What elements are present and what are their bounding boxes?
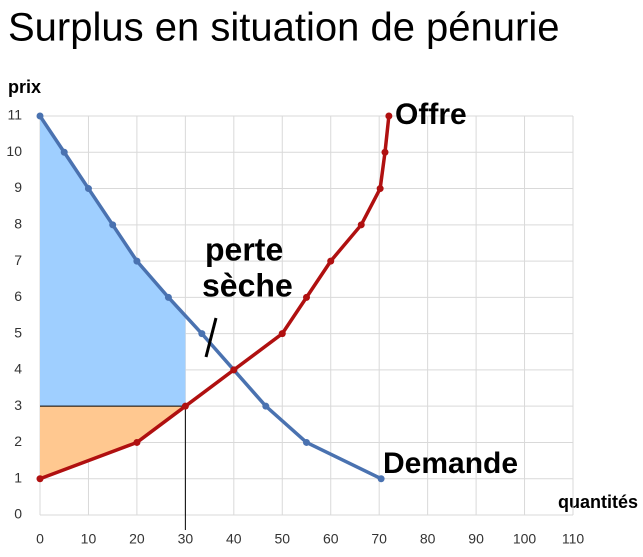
data-point bbox=[36, 112, 44, 120]
data-point bbox=[357, 221, 365, 229]
x-axis-label: quantités bbox=[558, 492, 638, 512]
legend-label: Demande bbox=[383, 447, 518, 480]
consumer-surplus bbox=[40, 116, 186, 407]
data-point bbox=[262, 402, 270, 410]
data-point bbox=[381, 148, 389, 156]
y-tick-label: 11 bbox=[7, 107, 22, 123]
data-point bbox=[109, 221, 117, 229]
x-tick-label: 60 bbox=[323, 531, 339, 547]
y-tick-label: 1 bbox=[14, 469, 22, 485]
y-tick-label: 5 bbox=[14, 324, 22, 340]
y-tick-label: 8 bbox=[14, 216, 22, 232]
data-point bbox=[164, 293, 172, 301]
data-point bbox=[84, 185, 92, 193]
data-point bbox=[133, 438, 141, 446]
x-tick-label: 40 bbox=[226, 531, 242, 547]
y-tick-label: 3 bbox=[14, 397, 22, 413]
x-tick-label: 80 bbox=[420, 531, 436, 547]
data-point bbox=[303, 293, 310, 301]
data-point bbox=[278, 330, 286, 338]
x-tick-label: 10 bbox=[81, 531, 97, 547]
x-tick-label: 110 bbox=[562, 531, 585, 547]
data-point bbox=[377, 475, 385, 483]
legend-label: Offre bbox=[395, 98, 467, 131]
data-point bbox=[303, 438, 310, 446]
data-point bbox=[60, 148, 68, 156]
y-tick-label: 10 bbox=[6, 143, 22, 159]
producer-surplus bbox=[40, 406, 186, 479]
data-point bbox=[327, 257, 335, 265]
y-tick-label: 4 bbox=[14, 361, 22, 377]
x-tick-label: 20 bbox=[129, 531, 145, 547]
data-point bbox=[385, 112, 393, 120]
y-tick-label: 0 bbox=[14, 506, 22, 522]
x-tick-label: 0 bbox=[36, 531, 44, 547]
data-point bbox=[230, 366, 238, 374]
data-point bbox=[36, 475, 44, 483]
y-tick-label: 6 bbox=[14, 288, 22, 304]
annotation: perte bbox=[205, 231, 283, 267]
x-tick-label: 100 bbox=[513, 531, 537, 547]
annotation-pointer bbox=[204, 317, 218, 358]
y-tick-label: 9 bbox=[14, 179, 22, 195]
data-point bbox=[133, 257, 141, 265]
annotation: sèche bbox=[202, 267, 293, 303]
x-tick-label: 50 bbox=[274, 531, 290, 547]
x-tick-label: 30 bbox=[178, 531, 194, 547]
data-point bbox=[181, 402, 189, 410]
y-tick-label: 2 bbox=[14, 433, 22, 449]
x-tick-label: 90 bbox=[468, 531, 484, 547]
x-tick-label: 70 bbox=[371, 531, 387, 547]
y-axis-label: prix bbox=[8, 77, 41, 97]
y-tick-label: 7 bbox=[14, 252, 22, 268]
chart-title: Surplus en situation de pénurie bbox=[8, 6, 559, 50]
data-point bbox=[198, 330, 206, 338]
data-point bbox=[376, 185, 384, 193]
